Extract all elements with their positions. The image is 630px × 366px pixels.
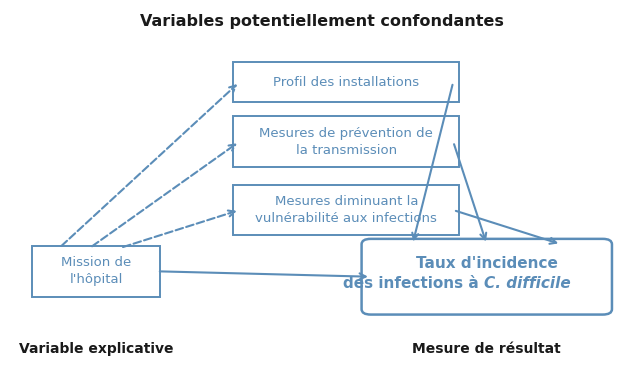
Text: C. difficile: C. difficile [484, 276, 571, 291]
Text: des infections à: des infections à [343, 276, 484, 291]
Text: Mission de
l'hôpital: Mission de l'hôpital [61, 256, 131, 286]
Text: Taux d'incidence: Taux d'incidence [416, 255, 558, 270]
FancyBboxPatch shape [233, 116, 459, 167]
Text: Mesures de prévention de
la transmission: Mesures de prévention de la transmission [260, 127, 433, 157]
Text: Profil des installations: Profil des installations [273, 75, 420, 89]
FancyBboxPatch shape [233, 185, 459, 235]
Text: Mesures diminuant la
vulnérabilité aux infections: Mesures diminuant la vulnérabilité aux i… [255, 195, 437, 225]
Text: Variables potentiellement confondantes: Variables potentiellement confondantes [140, 14, 504, 29]
FancyBboxPatch shape [233, 62, 459, 102]
FancyBboxPatch shape [362, 239, 612, 314]
Text: Mesure de résultat: Mesure de résultat [413, 342, 561, 356]
FancyBboxPatch shape [32, 246, 160, 296]
Text: Variable explicative: Variable explicative [19, 342, 173, 356]
